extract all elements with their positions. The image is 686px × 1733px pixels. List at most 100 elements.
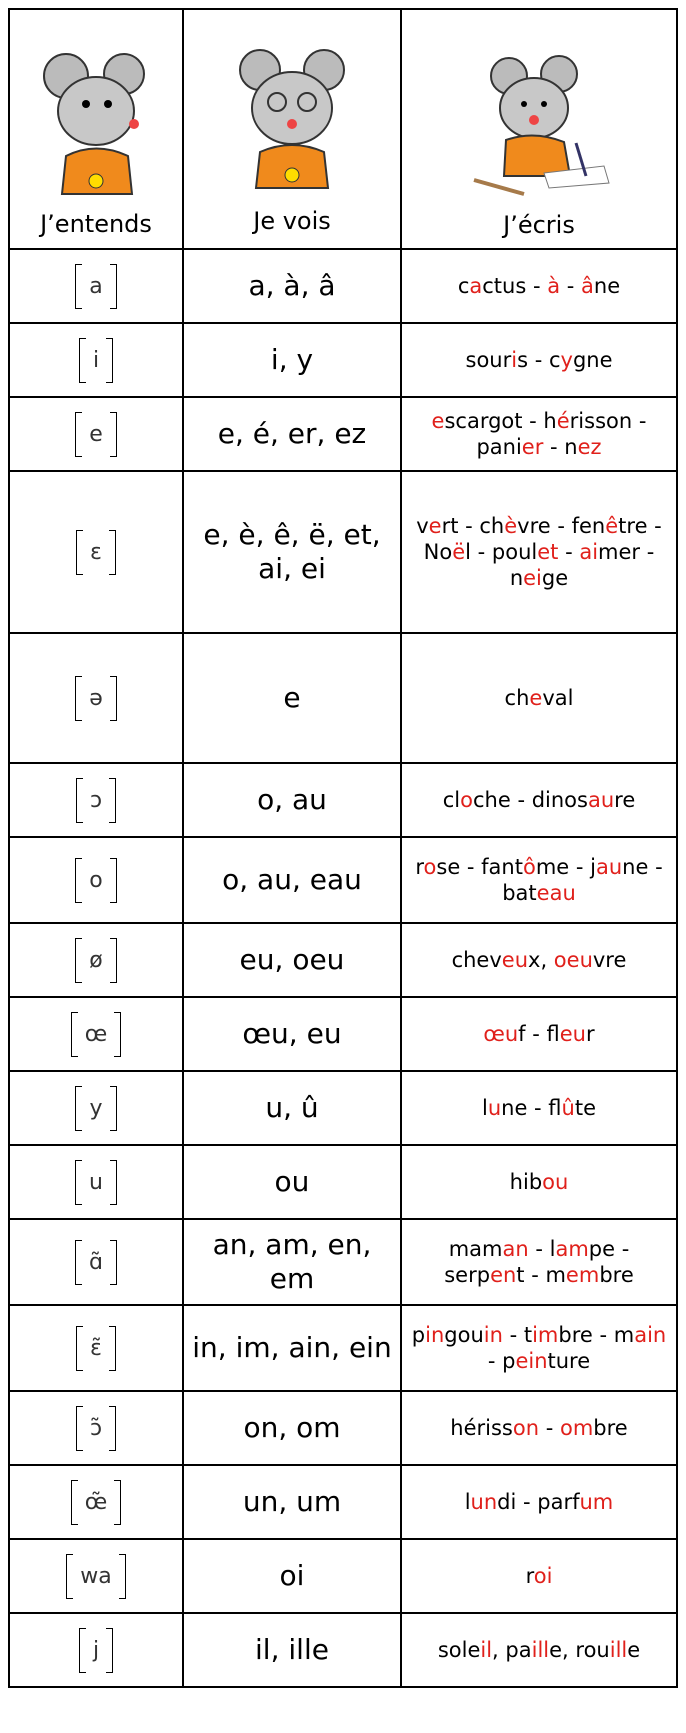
word-part: c [457, 274, 470, 298]
example-cell: lundi - parfum [400, 1464, 678, 1540]
word-part: te [574, 1096, 596, 1120]
phoneme: ɑ̃ [75, 1239, 117, 1285]
example-cell: pingouin - timbre - main - peinture [400, 1304, 678, 1392]
word-part: p [411, 1323, 426, 1347]
highlight: e [529, 686, 543, 710]
word-part: t - m [516, 1263, 566, 1287]
phoneme: a [75, 263, 118, 309]
row: ɛ̃ in, im, ain, ein pingouin - timbre - ma… [8, 1304, 678, 1392]
header-text: Je vois [253, 207, 331, 235]
word-part: ne - bat [502, 855, 663, 905]
highlight: e [428, 514, 442, 538]
highlight: in [425, 1323, 445, 1347]
sound-cell: i [8, 322, 184, 398]
example-cell: escargot - hérisson - panier - nez [400, 396, 678, 472]
sound-cell: ø [8, 922, 184, 998]
word-part: re [614, 788, 636, 812]
word-part: bre [599, 1263, 634, 1287]
sound-cell: ɛ [8, 470, 184, 634]
word-part: mam [448, 1237, 503, 1261]
highlight: ein [515, 1349, 548, 1373]
example-cell: cloche - dinosaure [400, 762, 678, 838]
row: j il, ille soleil, paille, rouille [8, 1612, 678, 1688]
word-part: - [560, 274, 582, 298]
word-part: v [416, 514, 429, 538]
word-part: me - j [535, 855, 596, 879]
word-part: e, rou [549, 1638, 610, 1662]
highlight: er [521, 435, 544, 459]
word-part: - p [487, 1349, 516, 1373]
phoneme-table: J’entends Je vois J’écris a a, à, â cactus… [8, 8, 678, 1688]
header-row: J’entends Je vois J’écris [8, 8, 678, 250]
phoneme: e [75, 411, 117, 457]
sound-cell: œ̃ [8, 1464, 184, 1540]
example-cell: maman - lampe - serpent - membre [400, 1218, 678, 1306]
highlight: im [532, 1323, 559, 1347]
spellings-cell: in, im, ain, ein [182, 1304, 402, 1392]
highlight: û [561, 1096, 575, 1120]
highlight: an [502, 1237, 529, 1261]
highlight: ou [542, 1170, 569, 1194]
word-part: ge [541, 566, 569, 590]
word-part: bre [593, 1416, 628, 1440]
sound-cell: o [8, 836, 184, 924]
sound-cell: a [8, 248, 184, 324]
mouse-listening [43, 53, 145, 195]
highlight: eau [536, 881, 576, 905]
row: ɑ̃ an, am, en, em maman - lampe - serpent … [8, 1218, 678, 1306]
phoneme: œ̃ [70, 1479, 122, 1525]
phoneme: œ [70, 1011, 122, 1057]
spellings-cell: oi [182, 1538, 402, 1614]
highlight: am [555, 1237, 589, 1261]
sound-cell: ɔ [8, 762, 184, 838]
spellings-cell: on, om [182, 1390, 402, 1466]
spellings-cell: u, û [182, 1070, 402, 1146]
word-part: hériss [450, 1416, 513, 1440]
word-part: cl [442, 788, 461, 812]
highlight: o [423, 855, 437, 879]
highlight: ill [609, 1638, 628, 1662]
word-part: r [525, 1564, 534, 1588]
highlight: en [490, 1263, 517, 1287]
word-part: x, [528, 948, 554, 972]
phoneme: ɔ̃ [75, 1405, 117, 1451]
word-part: val [542, 686, 574, 710]
header-text: J’écris [503, 211, 575, 239]
row: ɛ e, è, ê, ë, et, ai, ei vert - chèvre - f… [8, 470, 678, 634]
sound-cell: ɑ̃ [8, 1218, 184, 1306]
highlight: ez [577, 435, 602, 459]
highlight: om [559, 1416, 594, 1440]
phoneme: ɛ̃ [76, 1325, 116, 1371]
phoneme: u [75, 1159, 117, 1205]
highlight: in [483, 1323, 503, 1347]
row: e e, é, er, ez escargot - hérisson - panie… [8, 396, 678, 472]
row: y u, û lune - flûte [8, 1070, 678, 1146]
word-part: ctus - [482, 274, 548, 298]
highlight: y [560, 348, 573, 372]
word-part: - n [543, 435, 578, 459]
word-part: hib [509, 1170, 543, 1194]
sound-cell: y [8, 1070, 184, 1146]
highlight: ë [452, 540, 466, 564]
highlight: eu [559, 1022, 586, 1046]
word-part: , pa [492, 1638, 532, 1662]
row: o o, au, eau rose - fantôme - jaune - bate… [8, 836, 678, 924]
word-part: ch [504, 686, 530, 710]
row: ø eu, oeu cheveux, oeuvre [8, 922, 678, 998]
sound-cell: œ [8, 996, 184, 1072]
highlight: o [460, 788, 473, 812]
spellings-cell: e, é, er, ez [182, 396, 402, 472]
highlight: au [587, 788, 615, 812]
highlight: oeu [553, 948, 593, 972]
example-cell: cheval [400, 632, 678, 764]
highlight: à [547, 274, 561, 298]
example-cell: roi [400, 1538, 678, 1614]
highlight: è [504, 514, 518, 538]
highlight: a [469, 274, 483, 298]
sound-cell: wa [8, 1538, 184, 1614]
highlight: eu [501, 948, 529, 972]
highlight: é [556, 409, 570, 433]
word-part: risson - pani [476, 409, 647, 459]
sound-cell: ə [8, 632, 184, 764]
word-part: gne [572, 348, 613, 372]
